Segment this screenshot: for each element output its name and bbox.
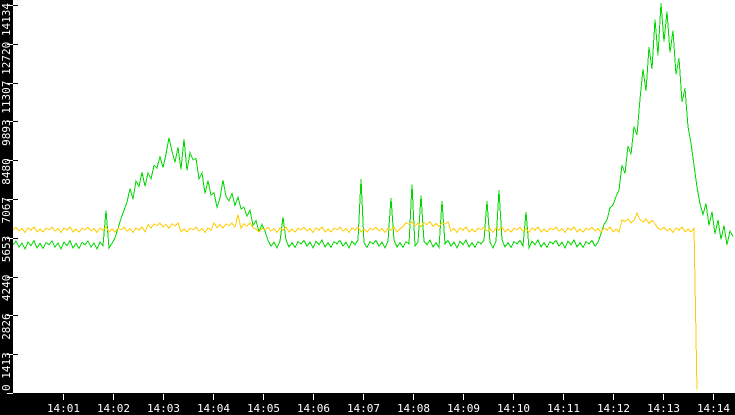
y-axis-label: 14134 [0, 3, 13, 36]
x-axis-label: 14:04 [197, 402, 230, 415]
x-axis-label: 14:10 [497, 402, 530, 415]
x-axis-label: 14:14 [697, 402, 730, 415]
yellow-series-line [12, 211, 698, 390]
x-axis-label: 14:07 [347, 402, 380, 415]
y-axis-label: 7067 [0, 197, 13, 224]
y-axis-label: 12720 [0, 42, 13, 75]
y-axis-label: 4240 [0, 275, 13, 302]
x-axis-label: 14:09 [447, 402, 480, 415]
x-axis-label: 14:01 [47, 402, 80, 415]
x-axis-label: 14:05 [247, 402, 280, 415]
x-axis-label: 14:12 [597, 402, 630, 415]
y-axis-label: 9893 [0, 119, 13, 146]
y-axis-label: 2826 [0, 313, 13, 340]
y-axis-label: 5653 [0, 236, 13, 263]
green-series-line [12, 3, 734, 251]
x-axis-label: 14:08 [397, 402, 430, 415]
x-axis-label: 14:03 [147, 402, 180, 415]
y-axis-label: 1413 [0, 352, 13, 379]
y-axis-label: 8480 [0, 158, 13, 185]
x-axis-label: 14:02 [97, 402, 130, 415]
plot-area [13, 0, 735, 393]
y-axis-label: 11307 [0, 81, 13, 114]
x-axis-label: 14:13 [647, 402, 680, 415]
x-axis-label: 14:11 [547, 402, 580, 415]
y-axis-label: 0 [0, 384, 13, 391]
x-axis-label: 14:06 [297, 402, 330, 415]
